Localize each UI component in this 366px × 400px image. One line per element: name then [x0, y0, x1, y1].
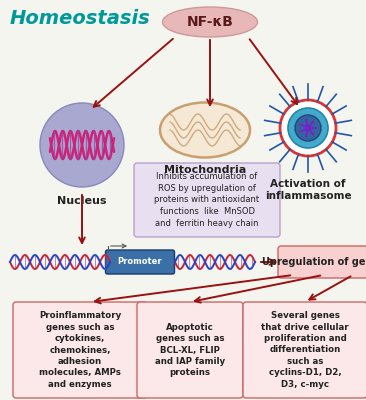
Text: Proinflammatory
genes such as
cytokines,
chemokines,
adhesion
molecules, AMPs
an: Proinflammatory genes such as cytokines,… — [39, 311, 121, 389]
Circle shape — [280, 100, 336, 156]
Text: Promoter: Promoter — [118, 258, 162, 266]
Circle shape — [295, 115, 321, 141]
Ellipse shape — [160, 102, 250, 158]
Circle shape — [288, 108, 328, 148]
Text: Homeostasis: Homeostasis — [10, 8, 151, 28]
Text: NF-κB: NF-κB — [187, 15, 234, 29]
FancyBboxPatch shape — [134, 163, 280, 237]
FancyBboxPatch shape — [105, 250, 175, 274]
Circle shape — [305, 125, 311, 131]
Text: Apoptotic
genes such as
BCL-XL, FLIP
and IAP family
proteins: Apoptotic genes such as BCL-XL, FLIP and… — [155, 322, 225, 378]
Text: Mitochondria: Mitochondria — [164, 165, 246, 175]
FancyBboxPatch shape — [243, 302, 366, 398]
FancyBboxPatch shape — [137, 302, 243, 398]
Text: Several genes
that drive cellular
proliferation and
differentiation
such as
cycl: Several genes that drive cellular prolif… — [261, 311, 349, 389]
Text: Inhibits accumulation of
ROS by upregulation of
proteins with antioxidant
functi: Inhibits accumulation of ROS by upregula… — [154, 172, 259, 228]
Text: Upregulation of genes: Upregulation of genes — [262, 257, 366, 267]
Circle shape — [40, 103, 124, 187]
FancyBboxPatch shape — [278, 246, 366, 278]
Text: Activation of
inflammasome: Activation of inflammasome — [265, 179, 351, 201]
Text: Nucleus: Nucleus — [57, 196, 107, 206]
FancyBboxPatch shape — [13, 302, 147, 398]
Ellipse shape — [163, 7, 258, 37]
